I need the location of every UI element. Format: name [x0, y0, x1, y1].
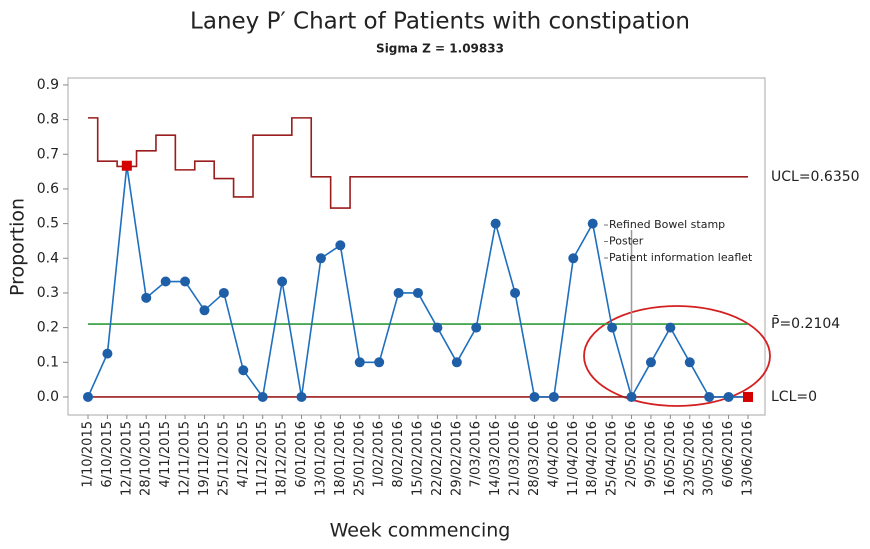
x-tick-label: 4/11/2015	[158, 421, 173, 488]
ucl-label: UCL=0.6350	[771, 169, 860, 185]
y-tick-label: 0.2	[37, 320, 59, 336]
data-point	[83, 391, 93, 402]
data-point	[257, 391, 268, 402]
data-point	[529, 391, 540, 402]
data-point	[704, 391, 715, 402]
data-point	[199, 305, 210, 316]
annotation-text: Poster	[609, 235, 644, 248]
data-point	[451, 357, 462, 368]
data-point	[160, 276, 171, 287]
x-tick-label: 15/02/2016	[411, 421, 426, 496]
x-tick-label: 25/11/2015	[216, 421, 231, 496]
x-tick-label: 28/10/2015	[139, 421, 154, 496]
y-tick-label: 0.8	[37, 112, 59, 128]
x-tick-label: 12/10/2015	[119, 421, 134, 496]
data-point	[413, 287, 423, 298]
data-point	[277, 276, 288, 287]
x-tick-label: 30/05/2016	[702, 421, 717, 496]
x-tick-label: 19/11/2015	[197, 421, 212, 496]
x-tick-label: 4/04/2016	[546, 421, 561, 488]
y-tick-label: 0.4	[37, 250, 59, 266]
data-point	[393, 287, 404, 298]
x-tick-label: 22/02/2016	[430, 421, 445, 496]
x-tick-label: 4/12/2015	[236, 421, 251, 488]
highlight-ellipse	[583, 305, 771, 407]
data-point	[121, 160, 132, 171]
x-tick-label: 9/05/2016	[643, 421, 658, 488]
x-axis-label: Week commencing	[330, 520, 511, 542]
x-tick-label: 18/12/2015	[275, 421, 290, 496]
data-point	[607, 322, 618, 333]
data-point	[723, 391, 734, 402]
lcl-label: LCL=0	[771, 389, 817, 405]
x-tick-label: 18/04/2016	[585, 421, 600, 496]
annotation-text: Patient information leaflet	[609, 251, 753, 264]
data-point	[665, 322, 676, 333]
x-tick-label: 25/01/2016	[352, 421, 367, 496]
data-point	[180, 276, 191, 287]
chart-subtitle: Sigma Z = 1.09833	[376, 42, 504, 56]
x-tick-label: 11/04/2016	[566, 421, 581, 496]
x-tick-label: 13/06/2016	[741, 421, 756, 496]
x-tick-label: 13/01/2016	[313, 421, 328, 496]
data-point	[510, 287, 521, 298]
data-point	[315, 253, 326, 264]
x-tick-label: 6/06/2016	[721, 421, 736, 488]
x-tick-label: 12/11/2015	[178, 421, 193, 496]
y-tick-label: 0.5	[37, 216, 59, 232]
y-tick-label: 0.1	[37, 354, 59, 370]
data-point	[568, 253, 579, 264]
data-point	[684, 357, 695, 368]
y-tick-label: 0.7	[37, 146, 59, 162]
x-tick-label: 16/05/2016	[663, 421, 678, 496]
x-tick-label: 7/03/2016	[469, 421, 484, 488]
x-tick-label: 23/05/2016	[682, 421, 697, 496]
data-point	[471, 322, 482, 333]
data-point	[102, 348, 113, 359]
y-axis-label: Proportion	[7, 198, 29, 296]
x-tick-label: 28/03/2016	[527, 421, 542, 496]
x-tick-label: 29/02/2016	[449, 421, 464, 496]
data-point	[432, 322, 443, 333]
plot-frame	[67, 77, 766, 416]
y-tick-label: 0.6	[37, 181, 59, 197]
x-tick-label: 11/12/2015	[255, 421, 270, 496]
data-point	[490, 218, 501, 229]
x-tick-label: 8/02/2016	[391, 421, 406, 488]
data-point	[238, 365, 249, 376]
center-label: P̄=0.2104	[771, 314, 840, 332]
data-point	[645, 357, 656, 368]
data-point	[141, 292, 152, 303]
data-point	[335, 240, 346, 251]
y-tick-label: 0.3	[37, 285, 59, 301]
data-point	[548, 391, 559, 402]
x-tick-label: 25/04/2016	[605, 421, 620, 496]
y-tick-label: 0.0	[37, 389, 59, 405]
annotation-text: Refined Bowel stamp	[609, 218, 725, 231]
ucl-line	[88, 117, 748, 209]
x-tick-label: 1/02/2016	[372, 421, 387, 488]
x-tick-label: 21/03/2016	[508, 421, 523, 496]
x-tick-label: 6/01/2016	[294, 421, 309, 488]
data-point	[587, 218, 598, 229]
x-tick-label: 18/01/2016	[333, 421, 348, 496]
data-point	[296, 391, 307, 402]
x-tick-label: 1/10/2015	[81, 421, 96, 488]
y-tick-label: 0.9	[37, 77, 59, 93]
data-point	[374, 357, 385, 368]
data-point	[626, 391, 637, 402]
data-point	[743, 391, 753, 402]
x-tick-label: 2/05/2016	[624, 421, 639, 488]
data-point	[218, 287, 229, 298]
x-tick-label: 14/03/2016	[488, 421, 503, 496]
x-tick-label: 6/10/2015	[100, 421, 115, 488]
chart-title: Laney P′ Chart of Patients with constipa…	[190, 9, 690, 35]
data-point	[354, 357, 365, 368]
